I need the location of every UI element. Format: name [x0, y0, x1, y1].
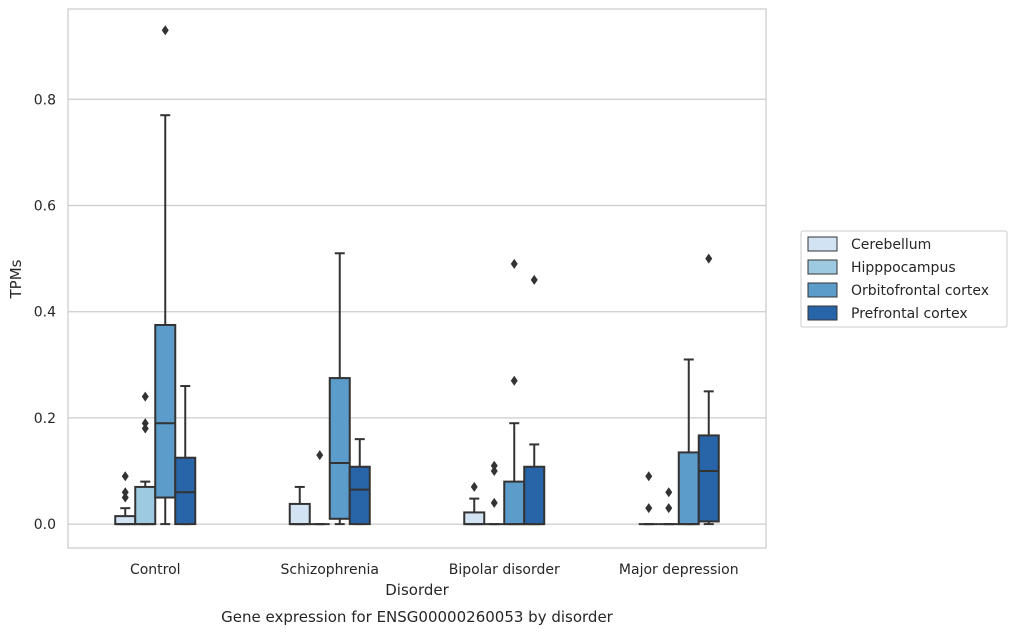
outlier-point — [470, 481, 478, 492]
box-0-3 — [174, 385, 197, 526]
legend-swatch — [807, 305, 838, 321]
outlier-point — [645, 471, 653, 482]
x-tick-label: Control — [130, 562, 181, 578]
x-tick-label: Schizophrenia — [281, 562, 379, 578]
box-1-3 — [348, 438, 371, 526]
box-3-2 — [677, 358, 700, 526]
box-1-1 — [309, 450, 330, 526]
box-body — [348, 465, 371, 526]
box-body — [697, 434, 720, 523]
outlier-point — [665, 487, 673, 498]
x-tick-label: Major depression — [619, 562, 739, 578]
outlier-point — [490, 466, 498, 476]
y-tick-label: 0.4 — [34, 305, 56, 321]
outlier-point — [316, 450, 324, 461]
boxes-layer — [114, 25, 720, 526]
box-1-2 — [328, 252, 351, 526]
box-body — [154, 323, 177, 499]
box-1-0 — [288, 485, 311, 526]
outlier-point — [141, 418, 149, 429]
legend-swatch — [807, 259, 838, 275]
outlier-point — [510, 375, 518, 386]
box-body — [523, 465, 546, 526]
outlier-point — [161, 25, 169, 36]
box-2-3 — [523, 274, 546, 526]
y-tick-label: 0.0 — [34, 517, 56, 533]
y-tick-label: 0.8 — [34, 92, 56, 108]
y-tick-label: 0.2 — [34, 411, 56, 427]
y-tick-label: 0.6 — [34, 198, 56, 214]
figure-caption: Gene expression for ENSG00000260053 by d… — [221, 608, 614, 626]
y-tick-labels: 0.0 0.2 0.4 0.6 0.8 — [34, 92, 56, 533]
legend-label: Hipppocampus — [851, 260, 956, 276]
legend-frame — [800, 230, 1008, 328]
outlier-point — [645, 503, 653, 514]
box-2-1 — [484, 460, 505, 526]
x-tick-labels: Control Schizophrenia Bipolar disorder Majo… — [130, 562, 739, 578]
outlier-point — [121, 492, 129, 503]
box-body — [174, 456, 197, 526]
outlier-point — [705, 253, 713, 264]
box-body — [134, 485, 157, 526]
legend: Cerebellum Hipppocampus Orbitofrontal cort… — [800, 230, 1008, 328]
outlier-point — [141, 391, 149, 402]
outlier-point — [665, 503, 673, 514]
box-body — [288, 502, 311, 526]
legend-label: Prefrontal cortex — [851, 306, 968, 322]
outlier-point — [530, 274, 538, 285]
legend-swatch — [807, 236, 838, 252]
legend-swatch — [807, 282, 838, 298]
box-body — [463, 511, 486, 526]
box-body — [503, 480, 526, 526]
x-tick-label: Bipolar disorder — [449, 562, 560, 578]
legend-label: Cerebellum — [851, 237, 931, 253]
outlier-point — [490, 460, 498, 471]
box-3-3 — [697, 253, 720, 526]
box-0-0 — [114, 471, 137, 526]
box-body — [114, 515, 137, 526]
legend-label: Orbitofrontal cortex — [851, 283, 989, 299]
outlier-point — [490, 497, 498, 508]
box-body — [677, 451, 700, 526]
box-body — [328, 377, 351, 520]
plot-frame — [67, 8, 767, 549]
box-3-0 — [638, 471, 659, 526]
y-axis-title: TPMs — [7, 259, 25, 299]
box-2-2 — [503, 258, 526, 526]
outlier-point — [121, 471, 129, 482]
x-axis-title: Disorder — [385, 581, 449, 599]
outlier-point — [141, 423, 149, 434]
box-2-0 — [463, 481, 486, 526]
box-3-1 — [658, 487, 679, 526]
outlier-point — [510, 258, 518, 269]
box-0-1 — [134, 391, 157, 526]
outlier-point — [121, 487, 129, 498]
box-0-2 — [154, 25, 177, 526]
